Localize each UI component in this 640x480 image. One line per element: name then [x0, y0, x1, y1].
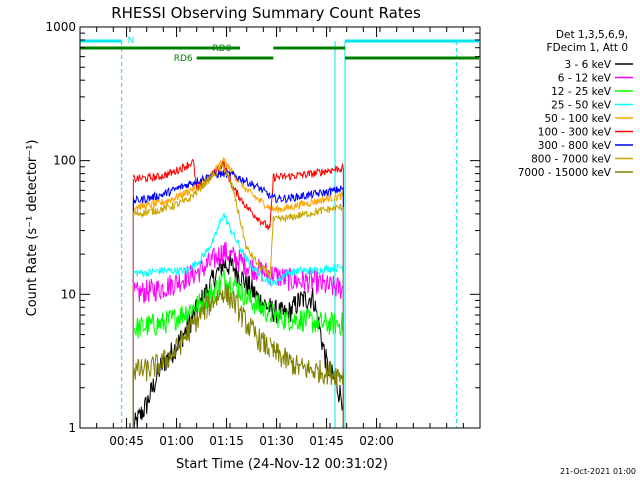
series-line-1 — [269, 287, 344, 412]
series-line-2 — [132, 258, 208, 304]
series-line-3 — [269, 303, 344, 338]
series-line-5 — [132, 174, 208, 211]
series-line-9 — [269, 337, 344, 386]
y-tick-label: 100 — [53, 154, 76, 168]
x-tick-label: 00:45 — [109, 434, 144, 448]
y-tick-label: 1000 — [45, 20, 76, 34]
legend-label: 7000 - 15000 keV — [518, 167, 612, 179]
x-tick-label: 01:45 — [309, 434, 344, 448]
rd0-label: RD0 — [212, 44, 231, 54]
timestamp-label: 21-Oct-2021 01:00 — [560, 467, 636, 476]
series-line-9 — [206, 283, 271, 358]
legend-label: 100 - 300 keV — [538, 127, 612, 139]
legend-header: FDecim 1, Att 0 — [547, 42, 628, 54]
x-tick-label: 02:00 — [359, 434, 394, 448]
x-tick-label: 01:15 — [209, 434, 244, 448]
legend-label: 6 - 12 keV — [558, 73, 612, 85]
rd6-label: RD6 — [174, 54, 193, 64]
series-line-4 — [269, 263, 344, 289]
legend-label: 3 - 6 keV — [564, 59, 611, 71]
series-line-8 — [269, 203, 344, 277]
series-line-6 — [132, 158, 208, 190]
legend: Det 1,3,5,6,9,FDecim 1, Att 0 3 - 6 keV 6 … — [518, 29, 633, 179]
legend-label: 800 - 7000 keV — [531, 154, 612, 166]
x-tick-label: 01:00 — [159, 434, 194, 448]
x-axis-label: Start Time (24-Nov-12 00:31:02) — [176, 457, 388, 472]
series-line-7 — [206, 169, 271, 199]
axes-layer: 1 10 100 1000 00:45 01:00 01:15 01:30 01:45 02:00 — [45, 20, 481, 448]
series-line-7 — [269, 185, 344, 204]
series-line-5 — [206, 157, 271, 211]
y-axis-label: Count Rate (s⁻¹ detector⁻¹) — [25, 140, 40, 317]
series-line-3 — [132, 289, 208, 339]
plot-frame — [79, 26, 481, 429]
legend-label: 300 - 800 keV — [538, 140, 612, 152]
series-line-6 — [269, 162, 344, 227]
series-line-6 — [206, 161, 271, 231]
series-line-8 — [132, 179, 208, 219]
series-line-4 — [206, 212, 271, 285]
series-line-8 — [206, 161, 271, 279]
y-tick-label: 1 — [68, 421, 76, 435]
series-line-4 — [132, 248, 208, 278]
legend-label: 50 - 100 keV — [544, 113, 611, 125]
legend-label: 25 - 50 keV — [551, 100, 612, 112]
plot-layer: N RD0 RD6 — [79, 27, 479, 429]
legend-header: Det 1,3,5,6,9, — [556, 29, 628, 41]
night-label: N — [128, 36, 135, 46]
legend-label: 12 - 25 keV — [551, 86, 612, 98]
series-line-5 — [269, 190, 344, 214]
series-line-9 — [132, 295, 208, 382]
series-line-7 — [132, 174, 208, 205]
y-tick-label: 10 — [61, 287, 76, 301]
chart-title: RHESSI Observing Summary Count Rates — [111, 4, 421, 22]
x-tick-label: 01:30 — [259, 434, 294, 448]
